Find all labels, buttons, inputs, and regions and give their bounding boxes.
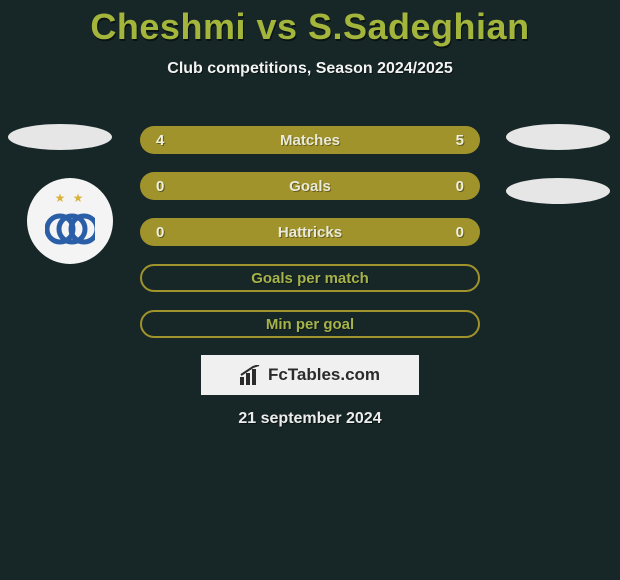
footer-date: 21 september 2024 — [0, 410, 620, 428]
stat-left-value: 0 — [156, 178, 164, 195]
player-left-placeholder — [8, 124, 112, 150]
brand-box[interactable]: FcTables.com — [201, 355, 419, 395]
stat-label: Min per goal — [142, 316, 478, 333]
stat-right-value: 0 — [456, 178, 464, 195]
player-right-placeholder — [506, 124, 610, 150]
stat-left-value: 0 — [156, 224, 164, 241]
stat-right-value: 0 — [456, 224, 464, 241]
stats-rows: 4 Matches 5 0 Goals 0 0 Hattricks 0 Goal… — [140, 126, 480, 338]
stat-row-goals-per-match: Goals per match — [140, 264, 480, 292]
badge-stars-icon: ★ ★ — [55, 191, 86, 205]
subtitle: Club competitions, Season 2024/2025 — [0, 60, 620, 78]
stat-row-matches: 4 Matches 5 — [140, 126, 480, 154]
stat-right-value: 5 — [456, 132, 464, 149]
brand-text: FcTables.com — [268, 365, 380, 385]
stat-left-value: 4 — [156, 132, 164, 149]
badge-rings-icon — [45, 207, 95, 251]
brand-chart-icon — [240, 365, 262, 385]
page-title: Cheshmi vs S.Sadeghian — [0, 0, 620, 48]
stat-row-min-per-goal: Min per goal — [140, 310, 480, 338]
stat-label: Goals per match — [142, 270, 478, 287]
stat-row-goals: 0 Goals 0 — [140, 172, 480, 200]
stat-label: Hattricks — [140, 224, 480, 241]
stat-label: Matches — [140, 132, 480, 149]
player-right-placeholder-2 — [506, 178, 610, 204]
stat-row-hattricks: 0 Hattricks 0 — [140, 218, 480, 246]
stat-label: Goals — [140, 178, 480, 195]
club-badge: ★ ★ — [27, 178, 113, 264]
